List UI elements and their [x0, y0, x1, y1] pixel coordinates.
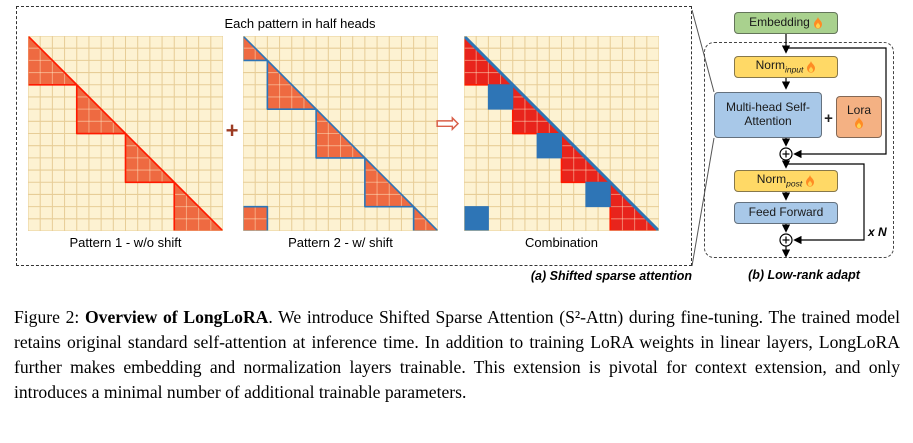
pattern-2-label: Pattern 2 - w/ shift	[288, 235, 393, 250]
embedding-block: Embedding	[734, 12, 838, 34]
embedding-label: Embedding	[749, 15, 810, 30]
combination-figure: Combination	[464, 36, 659, 250]
flame-icon	[855, 117, 863, 129]
flame-icon	[807, 60, 816, 73]
flame-icon	[806, 174, 815, 187]
plus-operator: +	[225, 118, 239, 143]
transformer-layer-box	[704, 42, 894, 258]
lora-label: Lora	[846, 102, 872, 117]
norm-input-label: Norminput	[755, 57, 804, 75]
figure-caption-body: . We introduce Shifted Sparse Attention …	[14, 307, 900, 402]
pattern-1-label: Pattern 1 - w/o shift	[69, 235, 182, 250]
norm-post-label: Normpost	[756, 171, 803, 189]
panel-b-caption: (b) Low-rank adapt	[748, 268, 860, 282]
pattern-2-figure: Pattern 2 - w/ shift	[243, 36, 438, 250]
implies-arrow-icon: ⇨	[435, 107, 461, 140]
multi-head-self-attention-block: Multi-head Self-Attention	[714, 92, 822, 138]
panel-a-caption: (a) Shifted sparse attention	[530, 269, 692, 283]
mhsa-label: Multi-head Self-Attention	[725, 100, 811, 128]
feed-forward-label: Feed Forward	[748, 205, 824, 220]
attention-pattern-grid-2	[243, 36, 438, 231]
lora-plus-sign: +	[824, 110, 833, 127]
norm-input-block: Norminput	[734, 56, 838, 78]
attention-pattern-grid-1	[28, 36, 223, 231]
repeat-n-label: x N	[868, 225, 887, 239]
norm-post-block: Normpost	[734, 170, 838, 192]
panel-a-title: Each pattern in half heads	[224, 16, 376, 31]
flame-icon	[813, 16, 822, 29]
figure-caption-bold: Overview of LongLoRA	[85, 307, 269, 327]
attention-pattern-grid-combination	[464, 36, 659, 231]
figure-caption-prefix: Figure 2:	[14, 307, 85, 327]
lora-block: Lora	[836, 96, 882, 138]
shifted-sparse-attention-box	[16, 6, 692, 266]
feed-forward-block: Feed Forward	[734, 202, 838, 224]
low-rank-adapt-panel: Embedding Norminput Multi-head Self-Atte…	[698, 4, 910, 286]
pattern-1-figure: Pattern 1 - w/o shift	[28, 36, 223, 250]
combination-label: Combination	[525, 235, 598, 250]
figure-caption: Figure 2: Overview of LongLoRA. We intro…	[14, 305, 900, 405]
